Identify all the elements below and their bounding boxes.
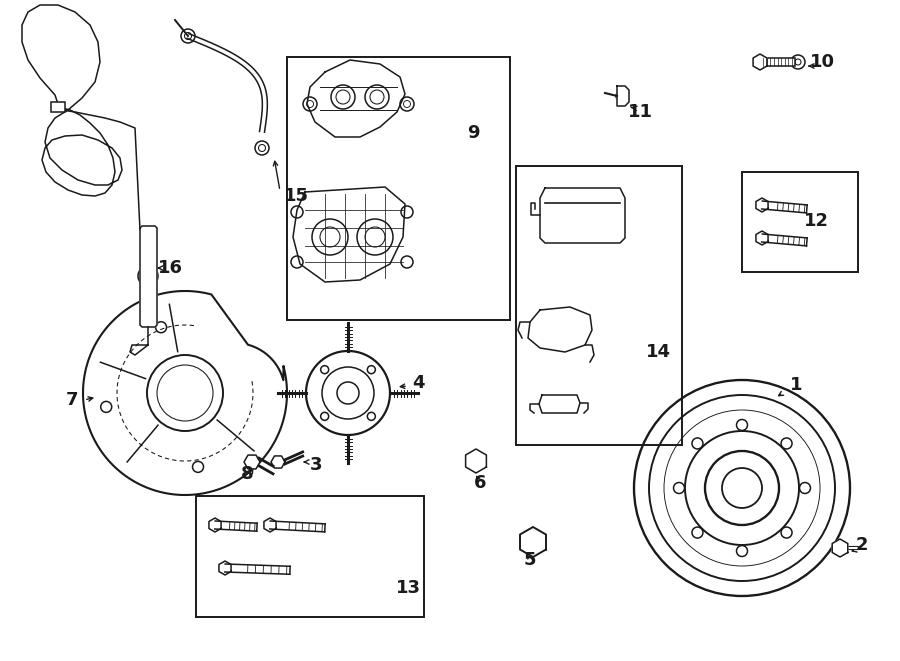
Text: 16: 16 bbox=[158, 259, 183, 277]
Polygon shape bbox=[140, 226, 157, 327]
Text: 15: 15 bbox=[284, 187, 309, 205]
Polygon shape bbox=[293, 187, 405, 282]
Text: 4: 4 bbox=[412, 374, 424, 392]
Polygon shape bbox=[209, 518, 221, 532]
Polygon shape bbox=[307, 60, 405, 137]
Text: 6: 6 bbox=[473, 474, 486, 492]
Polygon shape bbox=[540, 188, 625, 243]
Text: 1: 1 bbox=[790, 376, 802, 394]
Bar bbox=[51, 102, 65, 112]
Polygon shape bbox=[528, 307, 592, 352]
Text: 5: 5 bbox=[524, 551, 536, 569]
Polygon shape bbox=[264, 518, 276, 532]
Polygon shape bbox=[753, 54, 767, 70]
Polygon shape bbox=[617, 86, 629, 106]
Polygon shape bbox=[756, 231, 768, 245]
Bar bbox=[516, 166, 682, 445]
Text: 3: 3 bbox=[310, 456, 322, 474]
Polygon shape bbox=[219, 561, 231, 575]
Polygon shape bbox=[756, 198, 768, 212]
Text: 14: 14 bbox=[645, 343, 670, 361]
Polygon shape bbox=[832, 539, 848, 557]
Polygon shape bbox=[520, 527, 546, 557]
Polygon shape bbox=[465, 449, 486, 473]
Text: 8: 8 bbox=[240, 465, 253, 483]
Text: 2: 2 bbox=[856, 536, 868, 554]
Text: 13: 13 bbox=[395, 579, 420, 597]
Text: 10: 10 bbox=[809, 53, 834, 71]
Text: 12: 12 bbox=[804, 212, 829, 230]
Bar bbox=[742, 172, 858, 272]
Bar bbox=[287, 57, 510, 320]
Polygon shape bbox=[244, 455, 260, 469]
Bar bbox=[196, 496, 424, 617]
Polygon shape bbox=[271, 456, 285, 468]
Text: 11: 11 bbox=[627, 103, 652, 121]
Text: 7: 7 bbox=[66, 391, 78, 409]
Polygon shape bbox=[539, 395, 580, 413]
Text: 9: 9 bbox=[467, 124, 479, 142]
Bar bbox=[760, 58, 795, 66]
